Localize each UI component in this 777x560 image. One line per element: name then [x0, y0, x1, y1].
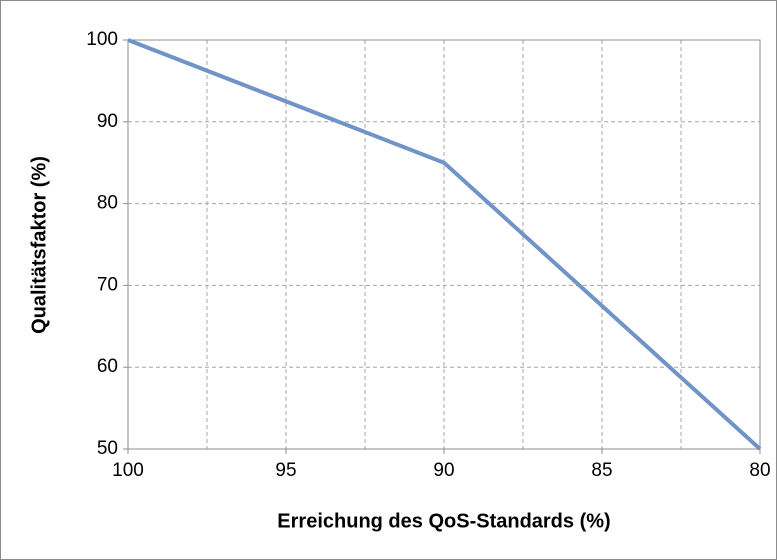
plot-border — [127, 39, 761, 450]
y-tick-label: 90 — [97, 111, 118, 132]
x-tick-label: 100 — [112, 460, 144, 481]
y-tick-label: 100 — [86, 29, 118, 50]
y-tick-label: 80 — [97, 193, 118, 214]
y-tick-label: 70 — [97, 274, 118, 295]
x-tick-label: 90 — [433, 460, 454, 481]
y-axis-title: Qualitätsfaktor (%) — [28, 156, 50, 334]
y-tick-label: 60 — [97, 356, 118, 377]
y-tick-label: 50 — [97, 438, 118, 459]
x-tick-label: 95 — [275, 460, 296, 481]
data-line — [127, 38, 762, 451]
x-axis-title: Erreichung des QoS-Standards (%) — [277, 510, 610, 532]
x-tick-label: 80 — [749, 460, 770, 481]
x-tick-label: 85 — [591, 460, 612, 481]
